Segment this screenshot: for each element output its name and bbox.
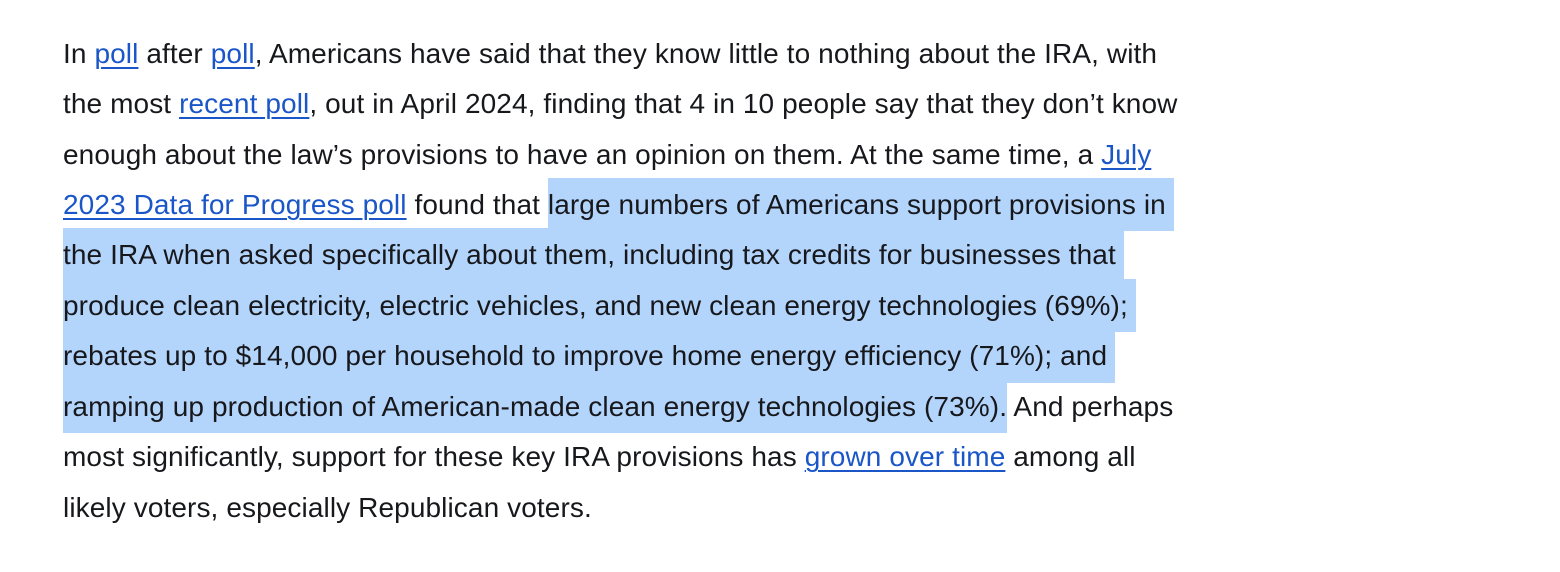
text-segment: , out in April 2024, finding that 4 in 1… — [309, 88, 1178, 120]
selected-text: produce clean electricity, electric vehi… — [63, 278, 1136, 333]
july-2023-data-for-progress-poll-link[interactable]: 2023 Data for Progress poll — [63, 189, 407, 221]
july-2023-data-for-progress-poll-link[interactable]: July — [1101, 138, 1152, 170]
text-line: produce clean electricity, electric vehi… — [63, 278, 1497, 333]
text-line: likely voters, especially Republican vot… — [63, 483, 1497, 533]
selected-text: rebates up to $14,000 per household to i… — [63, 329, 1116, 383]
poll-link-1[interactable]: poll — [94, 38, 139, 69]
text-segment: And perhaps — [1007, 390, 1174, 422]
text-segment: likely voters, especially Republican vot… — [63, 491, 592, 523]
article-paragraph: In poll after poll, Americans have said … — [63, 29, 1497, 533]
recent-poll-link[interactable]: recent poll — [179, 88, 310, 120]
text-line: most significantly, support for these ke… — [63, 432, 1497, 482]
text-segment: the most — [63, 88, 180, 120]
poll-link-2[interactable]: poll — [210, 38, 255, 69]
text-segment: , Americans have said that they know lit… — [254, 38, 1158, 69]
selected-text: large numbers of Americans support provi… — [547, 178, 1174, 232]
text-line: the IRA when asked specifically about th… — [63, 228, 1497, 282]
text-segment: In — [63, 38, 95, 69]
text-line: In poll after poll, Americans have said … — [63, 29, 1497, 79]
selected-text: ramping up production of American-made c… — [63, 379, 1008, 434]
text-segment: enough about the law’s provisions to hav… — [63, 138, 1102, 170]
text-line: ramping up production of American-made c… — [63, 379, 1497, 434]
text-line: enough about the law’s provisions to hav… — [63, 130, 1497, 180]
grown-over-time-link[interactable]: grown over time — [804, 441, 1006, 473]
text-segment: among all — [1005, 441, 1136, 473]
text-segment: after — [138, 38, 211, 69]
text-segment: found that — [406, 189, 548, 221]
text-line: 2023 Data for Progress poll found that l… — [63, 178, 1497, 232]
selected-text: the IRA when asked specifically about th… — [63, 228, 1124, 282]
text-segment: most significantly, support for these ke… — [63, 441, 805, 473]
text-line: the most recent poll, out in April 2024,… — [63, 79, 1497, 129]
text-line: rebates up to $14,000 per household to i… — [63, 329, 1497, 383]
